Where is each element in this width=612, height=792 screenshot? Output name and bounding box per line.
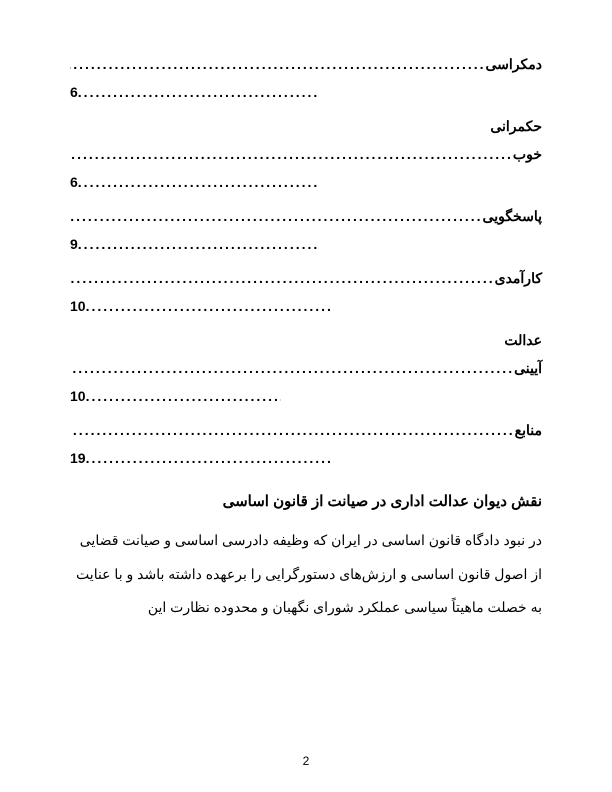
toc-page-number: 9 <box>70 230 78 258</box>
toc-entry: کارآمدی ................................… <box>70 264 542 320</box>
toc-title-line: کارآمدی ................................… <box>70 264 542 292</box>
toc-title: کارآمدی <box>495 264 542 292</box>
toc-page-number: 6 <box>70 78 78 106</box>
toc-entry: پاسخگویی ...............................… <box>70 202 542 258</box>
page-number: 2 <box>0 754 612 768</box>
toc-page-line: 10......................................… <box>70 382 542 410</box>
toc-entry: منابع ..................................… <box>70 416 542 472</box>
body-paragraph: در نبود دادگاه قانون اساسی در ایران که و… <box>70 524 542 625</box>
toc-page-line: 10......................................… <box>70 292 542 320</box>
toc-page-number: 10 <box>70 382 86 410</box>
toc-page-line: 6.......................................… <box>70 78 542 106</box>
toc-title-line: خوب ....................................… <box>70 140 542 168</box>
toc-title-line: منابع ..................................… <box>70 416 542 444</box>
toc-page-number: 19 <box>70 444 86 472</box>
table-of-contents: دمکراسی ................................… <box>70 50 542 472</box>
toc-title-line: آیینی ..................................… <box>70 354 542 382</box>
toc-title-line: عدالت <box>70 326 542 354</box>
toc-title: منابع <box>515 416 542 444</box>
toc-page-line: 19......................................… <box>70 444 542 472</box>
toc-page-number: 10 <box>70 292 86 320</box>
toc-page-number: 6 <box>70 168 78 196</box>
toc-title-line: دمکراسی ................................… <box>70 50 542 78</box>
section-heading: نقش دیوان عدالت اداری در صیانت از قانون … <box>70 492 542 510</box>
toc-entry: عدالتآیینی .............................… <box>70 326 542 410</box>
toc-title: دمکراسی <box>486 50 542 78</box>
toc-title-line: حکمرانی <box>70 112 542 140</box>
toc-page-line: 6.......................................… <box>70 168 542 196</box>
toc-entry: حکمرانیخوب .............................… <box>70 112 542 196</box>
toc-page-line: 9.......................................… <box>70 230 542 258</box>
toc-title-line: پاسخگویی ...............................… <box>70 202 542 230</box>
toc-entry: دمکراسی ................................… <box>70 50 542 106</box>
toc-title: پاسخگویی <box>483 202 542 230</box>
